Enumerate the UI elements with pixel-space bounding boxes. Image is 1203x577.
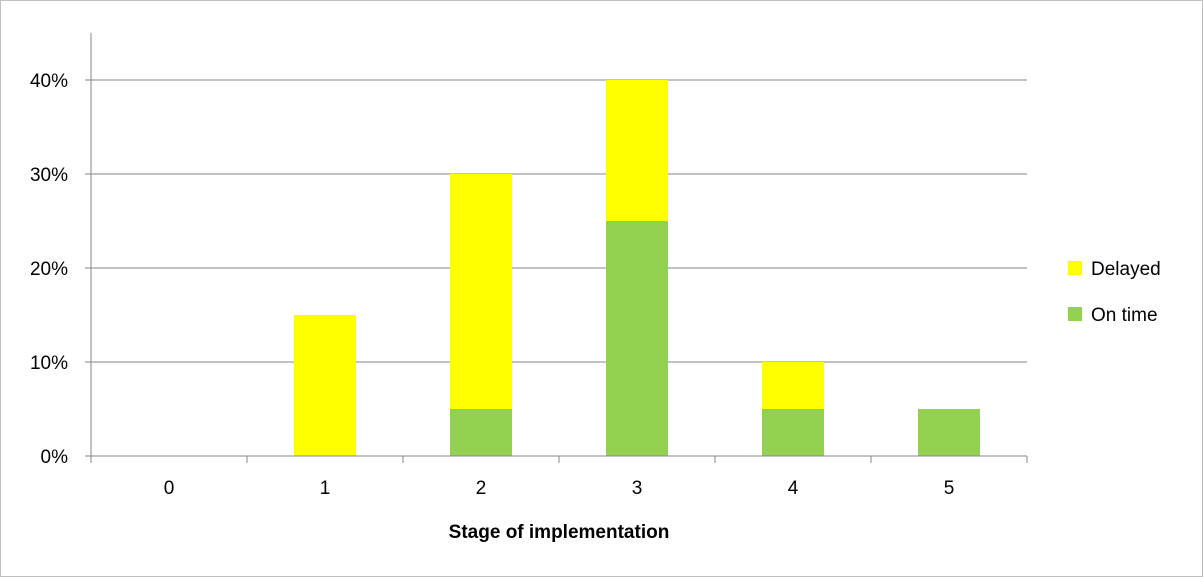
x-tick-label: 2 — [476, 478, 487, 499]
legend-label-delayed: Delayed — [1091, 259, 1161, 280]
bars — [294, 80, 980, 456]
x-axis-title: Stage of implementation — [449, 522, 670, 543]
x-tick-label: 5 — [944, 478, 955, 499]
legend: Delayed On time — [1068, 259, 1161, 326]
legend-label-on-time: On time — [1091, 305, 1158, 326]
y-tick-labels: 0% 10% 20% 30% 40% — [30, 71, 68, 468]
bar-on-time-4 — [762, 409, 824, 456]
y-tick-label: 20% — [30, 259, 68, 280]
y-tick-label: 0% — [41, 447, 69, 468]
bar-on-time-3 — [606, 221, 668, 456]
bar-delayed-3 — [606, 80, 668, 221]
legend-swatch-on-time — [1068, 307, 1082, 321]
x-tick-labels: 0 1 2 3 4 5 — [164, 478, 955, 499]
x-tick-label: 0 — [164, 478, 175, 499]
bar-delayed-2 — [450, 174, 512, 409]
bar-delayed-1 — [294, 315, 356, 456]
x-tick-label: 3 — [632, 478, 643, 499]
y-tick-label: 30% — [30, 165, 68, 186]
bar-on-time-5 — [918, 409, 980, 456]
y-tick-label: 40% — [30, 71, 68, 92]
x-tick-label: 1 — [320, 478, 331, 499]
bar-delayed-4 — [762, 362, 824, 409]
legend-swatch-delayed — [1068, 261, 1082, 275]
bar-on-time-2 — [450, 409, 512, 456]
y-tick-label: 10% — [30, 353, 68, 374]
grid-lines — [91, 79, 1027, 363]
x-tick-label: 4 — [788, 478, 799, 499]
axes — [85, 33, 1028, 463]
